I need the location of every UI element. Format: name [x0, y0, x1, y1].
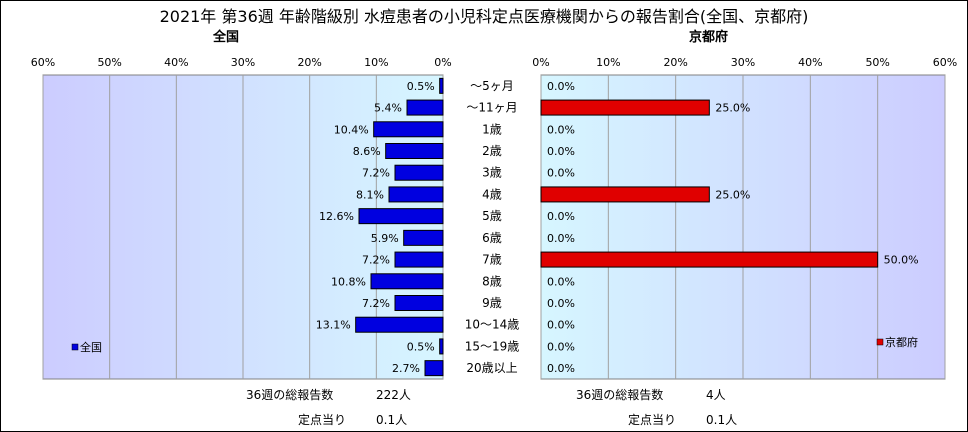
national-value-label: 5.4% — [374, 102, 402, 115]
national-bar — [358, 208, 444, 225]
national-value-label: 2.7% — [392, 362, 420, 375]
kyoto-legend-swatch — [876, 338, 884, 346]
kyoto-per-value: 0.1人 — [706, 413, 738, 427]
national-legend-label: 全国 — [80, 340, 102, 354]
chart-title: 2021年 第36週 年齢階級別 水痘患者の小児科定点医療機関からの報告割合(全… — [159, 7, 809, 26]
national-value-label: 7.2% — [362, 297, 390, 310]
national-bar — [388, 186, 444, 203]
kyoto-value-label: 0.0% — [547, 275, 575, 288]
kyoto-value-label: 0.0% — [547, 210, 575, 223]
national-bar — [394, 164, 444, 181]
kyoto-bar — [540, 186, 710, 203]
national-tick-label: 50% — [97, 56, 121, 69]
national-value-label: 0.5% — [407, 340, 435, 353]
kyoto-tick-label: 40% — [798, 56, 822, 69]
kyoto-tick-label: 30% — [731, 56, 755, 69]
category-label: 1歳 — [482, 122, 502, 136]
kyoto-total-label: 36週の総報告数 — [576, 388, 664, 402]
national-value-label: 12.6% — [319, 210, 354, 223]
kyoto-total-value: 4人 — [706, 388, 726, 402]
national-value-label: 8.1% — [356, 188, 384, 201]
national-value-label: 0.5% — [407, 80, 435, 93]
kyoto-value-label: 0.0% — [547, 362, 575, 375]
national-tick-label: 10% — [364, 56, 388, 69]
national-value-label: 7.2% — [362, 254, 390, 267]
category-label: 15～19歳 — [465, 339, 520, 353]
national-bar — [406, 99, 444, 116]
national-total-label: 36週の総報告数 — [246, 388, 334, 402]
kyoto-per-label: 定点当り — [628, 413, 677, 427]
left-panel-label: 全国 — [213, 30, 240, 45]
national-bar — [439, 338, 444, 355]
national-bar — [385, 143, 444, 159]
national-per-label: 定点当り — [298, 413, 347, 427]
national-bar — [394, 251, 444, 268]
national-value-label: 5.9% — [371, 232, 399, 245]
category-label: ～11ヶ月 — [466, 101, 517, 115]
category-label: 10～14歳 — [465, 318, 520, 332]
kyoto-value-label: 25.0% — [715, 188, 750, 201]
category-label: 20歳以上 — [466, 361, 517, 375]
kyoto-tick-label: 0% — [532, 56, 549, 69]
right-panel-label: 京都府 — [689, 30, 729, 45]
category-label: 4歳 — [482, 187, 502, 201]
national-bar — [355, 316, 444, 333]
kyoto-bar — [540, 99, 710, 116]
kyoto-legend-label: 京都府 — [885, 335, 918, 349]
kyoto-tick-label: 10% — [596, 56, 620, 69]
kyoto-value-label: 0.0% — [547, 319, 575, 332]
national-legend-swatch — [71, 343, 79, 351]
national-bar — [424, 360, 444, 377]
national-value-label: 7.2% — [362, 167, 390, 180]
kyoto-tick-label: 20% — [663, 56, 687, 69]
kyoto-tick-label: 50% — [865, 56, 889, 69]
national-tick-label: 60% — [31, 56, 55, 69]
national-total-value: 222人 — [376, 388, 411, 402]
national-bar — [394, 295, 444, 311]
category-label: 8歳 — [482, 274, 502, 288]
kyoto-value-label: 0.0% — [547, 232, 575, 245]
national-tick-label: 30% — [231, 56, 255, 69]
national-value-label: 10.4% — [334, 123, 369, 136]
national-bar — [439, 77, 444, 94]
national-bar — [403, 229, 444, 246]
national-value-label: 13.1% — [316, 319, 351, 332]
national-tick-label: 0% — [434, 56, 451, 69]
national-per-value: 0.1人 — [376, 413, 408, 427]
kyoto-tick-label: 60% — [933, 56, 957, 69]
category-label: 6歳 — [482, 231, 502, 245]
kyoto-value-label: 0.0% — [547, 167, 575, 180]
kyoto-value-label: 0.0% — [547, 80, 575, 93]
kyoto-bar — [540, 251, 879, 268]
category-label: 2歳 — [482, 144, 502, 158]
national-value-label: 8.6% — [353, 145, 381, 158]
kyoto-value-label: 0.0% — [547, 340, 575, 353]
national-tick-label: 40% — [164, 56, 188, 69]
kyoto-value-label: 0.0% — [547, 297, 575, 310]
category-label: 5歳 — [482, 209, 502, 223]
national-tick-label: 20% — [297, 56, 321, 69]
category-label: 7歳 — [482, 253, 502, 267]
category-label: 9歳 — [482, 296, 502, 310]
category-label: ～5ヶ月 — [470, 79, 514, 93]
national-bar — [373, 121, 444, 138]
kyoto-value-label: 50.0% — [884, 254, 919, 267]
national-value-label: 10.8% — [331, 275, 366, 288]
kyoto-value-label: 0.0% — [547, 145, 575, 158]
kyoto-value-label: 0.0% — [547, 123, 575, 136]
category-label: 3歳 — [482, 166, 502, 180]
national-bar — [370, 273, 444, 290]
kyoto-value-label: 25.0% — [715, 102, 750, 115]
